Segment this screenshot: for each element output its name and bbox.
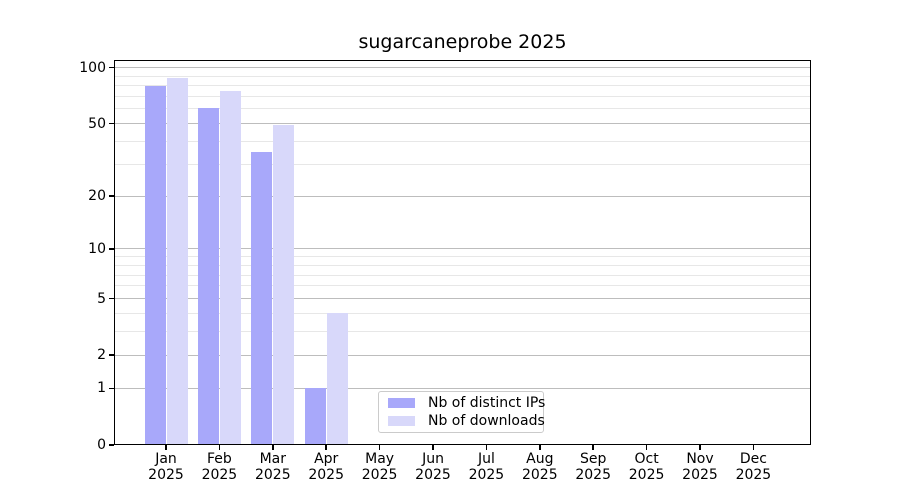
gridline-minor <box>114 85 811 87</box>
x-tick-mark <box>218 445 221 450</box>
x-tick-label: Jul 2025 <box>468 451 505 483</box>
bar-downloads <box>166 78 188 445</box>
chart-title: sugarcaneprobe 2025 <box>358 31 567 53</box>
y-tick-mark <box>109 122 114 125</box>
y-tick-mark <box>109 387 114 390</box>
x-tick-mark <box>432 445 434 450</box>
y-tick-label: 20 <box>88 188 106 205</box>
y-tick-label: 5 <box>97 290 106 307</box>
gridline-minor <box>114 108 811 110</box>
gridline-minor <box>114 75 811 77</box>
y-tick-mark <box>109 248 114 250</box>
bar-downloads <box>219 90 241 445</box>
bar-distinct-ips <box>251 152 273 445</box>
x-tick-label: Oct 2025 <box>628 451 665 483</box>
gridline-minor <box>114 140 811 142</box>
legend-row-distinct-ips: Nb of distinct IPs <box>379 394 546 411</box>
x-tick-mark <box>539 445 541 450</box>
legend-row-downloads: Nb of downloads <box>379 412 545 429</box>
x-tick-label: Mar 2025 <box>254 451 291 483</box>
gridline-major <box>114 298 811 300</box>
x-tick-mark <box>752 445 755 450</box>
gridline-major <box>114 387 811 389</box>
x-tick-mark <box>592 445 594 450</box>
x-tick-mark <box>699 445 701 450</box>
bar-downloads <box>273 125 295 445</box>
x-tick-mark <box>378 445 381 450</box>
gridline-minor <box>114 285 811 287</box>
y-tick-label: 50 <box>88 115 106 132</box>
x-tick-label: Jun 2025 <box>415 451 451 483</box>
bar-distinct-ips <box>197 107 219 445</box>
y-tick-label: 100 <box>79 59 106 76</box>
legend-label-downloads: Nb of downloads <box>428 412 545 429</box>
y-tick-label: 1 <box>97 380 106 397</box>
gridline-major <box>114 195 811 197</box>
plot-area: 0 1 2 5 10 20 50 100 Jan 2025 Feb 2025 Mar 2025 Apr… <box>79 60 811 482</box>
bar-distinct-ips <box>144 85 166 445</box>
gridline-minor <box>114 256 811 258</box>
gridline-major <box>114 123 811 125</box>
y-tick-mark <box>109 444 114 446</box>
y-tick-label: 0 <box>97 437 106 453</box>
legend-swatch-downloads-icon <box>388 416 415 426</box>
gridline-minor <box>114 312 811 314</box>
gridline-minor <box>114 274 811 276</box>
x-tick-mark <box>325 445 327 450</box>
x-tick-mark <box>485 445 488 450</box>
x-tick-label: Jan 2025 <box>148 451 184 483</box>
legend: Nb of distinct IPs Nb of downloads <box>378 391 546 433</box>
y-tick-label: 2 <box>97 347 106 364</box>
y-tick-mark <box>109 195 114 197</box>
x-tick-mark <box>272 445 274 450</box>
y-tick-mark <box>109 297 114 300</box>
y-tick-label: 10 <box>88 240 106 257</box>
x-tick-label: Feb 2025 <box>201 451 238 483</box>
gridline-minor <box>114 163 811 165</box>
bar-downloads <box>326 313 348 445</box>
gridline-major <box>114 67 811 69</box>
x-tick-label: Nov 2025 <box>682 451 718 483</box>
x-tick-label: Apr 2025 <box>308 451 344 483</box>
legend-label-distinct-ips: Nb of distinct IPs <box>428 394 546 411</box>
gridline-major <box>114 354 811 356</box>
x-tick-label: Aug 2025 <box>521 451 558 483</box>
legend-swatch-distinct-ips-icon <box>388 398 415 408</box>
bar-distinct-ips <box>304 388 326 445</box>
x-tick-label: Sep 2025 <box>575 451 611 483</box>
y-tick-mark <box>109 354 114 356</box>
y-tick-mark <box>109 66 114 69</box>
gridline-major <box>114 248 811 250</box>
gridline-minor <box>114 264 811 266</box>
x-tick-label: Dec 2025 <box>735 451 772 483</box>
gridline-minor <box>114 96 811 98</box>
gridline-minor <box>114 331 811 333</box>
x-tick-mark <box>165 445 167 450</box>
x-tick-label: May 2025 <box>361 451 398 483</box>
x-tick-mark <box>645 445 648 450</box>
